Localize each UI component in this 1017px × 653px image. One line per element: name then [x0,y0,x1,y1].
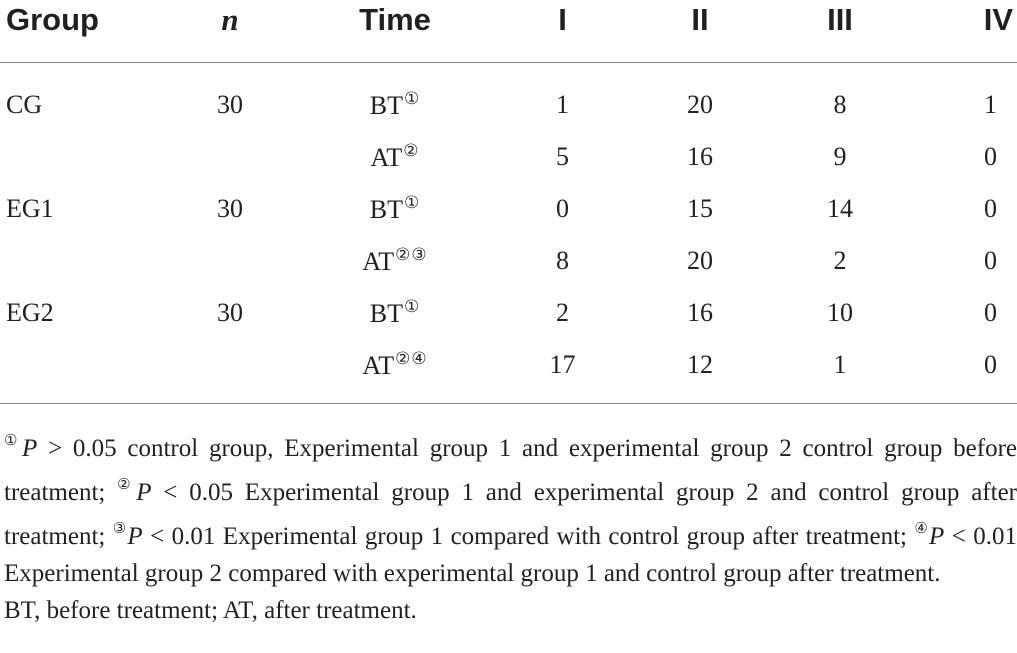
footnote-3-mark: ③ [112,521,128,537]
footnote-1-text: > 0.05 control group, Experimental group… [4,435,1017,506]
table-row: AT②④ 17 12 1 0 [0,339,1017,391]
table-footnotes: ①P > 0.05 control group, Experimental gr… [0,423,1017,629]
cell-n [160,235,300,287]
footnote-4-mark: ④ [914,521,930,537]
table-row: AT②③ 8 20 2 0 [0,235,1017,287]
cell-grade-3: 14 [827,194,853,223]
cell-grade-2: 16 [687,142,713,171]
cell-time: AT②③ [362,245,428,276]
cell-grade-1: 0 [556,194,569,223]
header-grade-4: IV [983,2,1013,37]
footnote-2-p: P [136,479,152,506]
cell-grade-1: 17 [549,350,576,379]
cell-grade-1: 5 [556,142,569,171]
cell-grade-2: 20 [687,90,713,119]
footnote-mark: ① [403,297,421,316]
cell-grade-1: 1 [556,90,569,119]
footnote-mark: ②③ [395,245,428,264]
cell-time: AT② [370,141,420,172]
footnote-mark: ②④ [395,349,428,368]
cell-time: BT① [369,193,421,224]
footnote-4-text: < 0.01 Experimental group 2 compared wit… [4,523,1017,587]
footnote-mark: ① [403,89,421,108]
results-table: Group n Time I II III IV [0,0,1017,44]
table-row: AT② 5 16 9 0 [0,131,1017,183]
cell-grade-1: 2 [556,298,569,327]
cell-group [0,339,160,391]
cell-grade-2: 12 [687,350,713,379]
cell-grade-4: 1 [984,90,997,119]
cell-n [160,339,300,391]
cell-group: CG [6,90,43,119]
cell-group [0,131,160,183]
footnote-mark: ② [403,141,420,160]
cell-grade-3: 8 [833,90,847,119]
header-divider [0,62,1017,63]
cell-n [160,131,300,183]
cell-grade-2: 15 [687,194,713,223]
header-n: n [221,2,239,37]
footnote-2-text: < 0.05 Experimental group 1 and experime… [4,479,1017,550]
cell-group: EG2 [6,298,54,327]
footnote-3-text: < 0.01 Experimental group 1 compared wit… [142,523,915,550]
cell-grade-3: 1 [833,350,847,379]
footnote-1-mark: ① [4,433,22,449]
footnote-3-p: P [127,523,143,550]
cell-time: BT① [369,297,421,328]
cell-group [0,235,160,287]
header-time: Time [359,2,431,37]
results-table-container: Group n Time I II III IV CG 30 BT① [0,0,1017,404]
header-grade-1: I [558,2,567,37]
table-bottom-divider [0,403,1017,404]
footnote-2-mark: ② [117,477,137,493]
header-grade-2: II [691,2,709,37]
cell-n: 30 [217,90,243,119]
table-row: CG 30 BT① 1 20 8 1 [0,79,1017,131]
cell-group: EG1 [6,194,54,223]
cell-time: BT① [369,89,421,120]
table-row: EG2 30 BT① 2 16 10 0 [0,287,1017,339]
cell-grade-4: 0 [984,350,997,379]
cell-time: AT②④ [362,349,428,380]
cell-grade-3: 2 [833,246,847,275]
cell-n: 30 [217,298,243,327]
cell-grade-2: 16 [687,298,713,327]
header-grade-3: III [827,2,853,37]
cell-grade-4: 0 [984,142,997,171]
cell-grade-2: 20 [687,246,713,275]
footnote-mark: ① [403,193,421,212]
results-table-body: CG 30 BT① 1 20 8 1 AT② 5 16 9 0 EG1 30 B… [0,79,1017,391]
table-header-row: Group n Time I II III IV [0,0,1017,44]
header-group: Group [6,2,99,37]
cell-n: 30 [217,194,243,223]
cell-grade-4: 0 [984,246,997,275]
cell-grade-4: 0 [984,298,997,327]
cell-grade-3: 9 [833,142,847,171]
footnote-paragraph: ①P > 0.05 control group, Experimental gr… [4,423,1017,592]
abbreviations-note: BT, before treatment; AT, after treatmen… [4,597,417,624]
footnote-4-p: P [929,523,945,550]
table-row: EG1 30 BT① 0 15 14 0 [0,183,1017,235]
cell-grade-3: 10 [827,298,853,327]
footnote-1-p: P [21,435,38,462]
cell-grade-1: 8 [556,246,569,275]
cell-grade-4: 0 [984,194,997,223]
